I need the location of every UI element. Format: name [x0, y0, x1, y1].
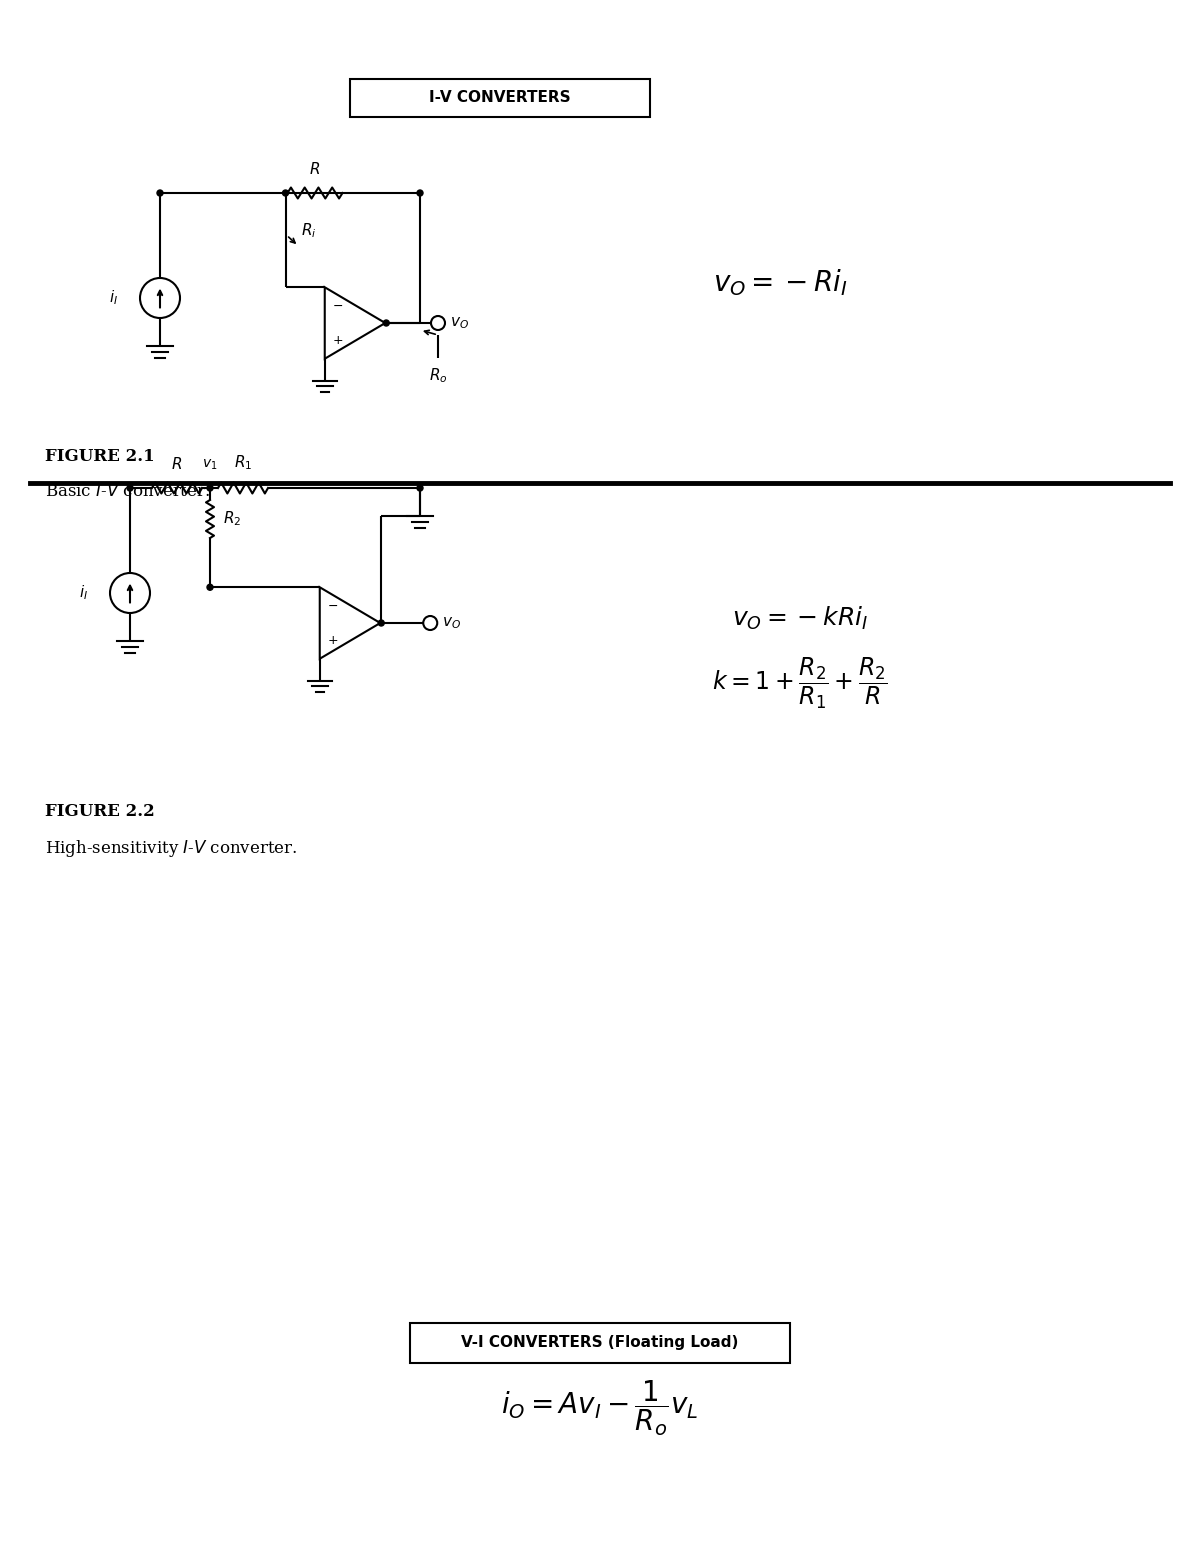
- Text: $i_O = Av_I - \dfrac{1}{R_o}v_L$: $i_O = Av_I - \dfrac{1}{R_o}v_L$: [502, 1378, 698, 1438]
- Text: $+$: $+$: [331, 334, 343, 348]
- Circle shape: [418, 485, 424, 491]
- Text: $i_I$: $i_I$: [79, 584, 88, 603]
- Text: $+$: $+$: [326, 634, 338, 648]
- Text: $-$: $-$: [331, 298, 343, 312]
- Circle shape: [418, 189, 424, 196]
- Text: $k = 1 + \dfrac{R_2}{R_1} + \dfrac{R_2}{R}$: $k = 1 + \dfrac{R_2}{R_1} + \dfrac{R_2}{…: [712, 655, 888, 711]
- Text: $R_2$: $R_2$: [223, 509, 241, 528]
- Text: FIGURE 2.1: FIGURE 2.1: [46, 447, 155, 464]
- Text: $v_O$: $v_O$: [443, 615, 461, 631]
- Circle shape: [127, 485, 133, 491]
- Text: $-$: $-$: [326, 598, 338, 612]
- FancyBboxPatch shape: [410, 1323, 790, 1364]
- Circle shape: [378, 620, 384, 626]
- Text: $R_o$: $R_o$: [428, 367, 448, 385]
- Circle shape: [383, 320, 389, 326]
- Text: $R$: $R$: [310, 162, 320, 177]
- Text: High-sensitivity $\mathit{I}$-$\mathit{V}$ converter.: High-sensitivity $\mathit{I}$-$\mathit{V…: [46, 839, 298, 859]
- Text: $v_O$: $v_O$: [450, 315, 469, 331]
- Circle shape: [208, 584, 214, 590]
- Text: Basic $\mathit{I}$-$\mathit{V}$ converter.: Basic $\mathit{I}$-$\mathit{V}$ converte…: [46, 483, 210, 500]
- Circle shape: [157, 189, 163, 196]
- FancyBboxPatch shape: [350, 79, 650, 116]
- Text: FIGURE 2.2: FIGURE 2.2: [46, 803, 155, 820]
- Text: V-I CONVERTERS (Floating Load): V-I CONVERTERS (Floating Load): [461, 1336, 739, 1351]
- Circle shape: [208, 485, 214, 491]
- Text: $R_1$: $R_1$: [234, 453, 252, 472]
- Circle shape: [282, 189, 288, 196]
- Text: $v_O = -Ri_I$: $v_O = -Ri_I$: [713, 267, 847, 298]
- Text: I-V CONVERTERS: I-V CONVERTERS: [430, 90, 571, 106]
- Text: $R$: $R$: [172, 457, 182, 472]
- Text: $R_i$: $R_i$: [300, 222, 316, 241]
- Text: $v_1$: $v_1$: [203, 458, 217, 472]
- Text: $v_O = -kRi_I$: $v_O = -kRi_I$: [732, 604, 868, 632]
- Text: $i_I$: $i_I$: [109, 289, 118, 307]
